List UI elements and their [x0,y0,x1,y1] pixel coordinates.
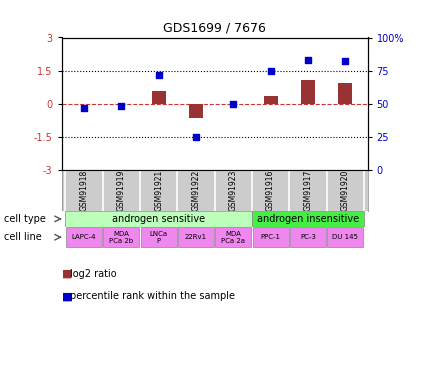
Text: cell line: cell line [4,232,42,242]
Point [81,105,88,111]
Text: GSM91923: GSM91923 [229,170,238,211]
Bar [65,211,252,226]
Text: LNCa
P: LNCa P [150,231,168,244]
Point [193,134,199,140]
Bar [141,227,176,247]
Text: percentile rank within the sample: percentile rank within the sample [70,291,235,301]
Bar [103,227,139,247]
Bar [327,227,363,247]
Text: GSM91921: GSM91921 [154,170,163,211]
Bar [189,104,203,118]
Point [342,58,348,64]
Text: GSM91917: GSM91917 [303,170,312,211]
Bar [178,227,214,247]
Text: log2 ratio: log2 ratio [70,269,117,279]
Bar [66,227,102,247]
Bar [264,96,278,104]
Bar [290,227,326,247]
Bar [152,92,166,104]
Text: GSM91918: GSM91918 [79,170,88,211]
Bar [301,81,315,104]
Text: DU 145: DU 145 [332,234,358,240]
Text: GSM91919: GSM91919 [117,170,126,211]
Point [305,57,312,63]
Text: GSM91920: GSM91920 [341,170,350,211]
Text: ■: ■ [62,269,72,279]
Point [155,72,162,78]
Text: androgen sensitive: androgen sensitive [112,214,205,224]
Text: GSM91922: GSM91922 [192,170,201,211]
Bar [338,82,352,104]
Point [118,103,125,109]
Text: 22Rv1: 22Rv1 [185,234,207,240]
Text: ■: ■ [62,291,72,301]
Text: LAPC-4: LAPC-4 [72,234,96,240]
Text: PC-3: PC-3 [300,234,316,240]
Text: MDA
PCa 2a: MDA PCa 2a [221,231,245,244]
Text: MDA
PCa 2b: MDA PCa 2b [109,231,133,244]
Text: androgen insensitive: androgen insensitive [257,214,359,224]
Point [230,100,237,106]
Text: cell type: cell type [4,214,46,224]
Text: GSM91916: GSM91916 [266,170,275,211]
Text: PPC-1: PPC-1 [261,234,280,240]
Bar [252,211,364,226]
Title: GDS1699 / 7676: GDS1699 / 7676 [163,22,266,35]
Bar [215,227,251,247]
Bar [253,227,289,247]
Point [267,68,274,74]
